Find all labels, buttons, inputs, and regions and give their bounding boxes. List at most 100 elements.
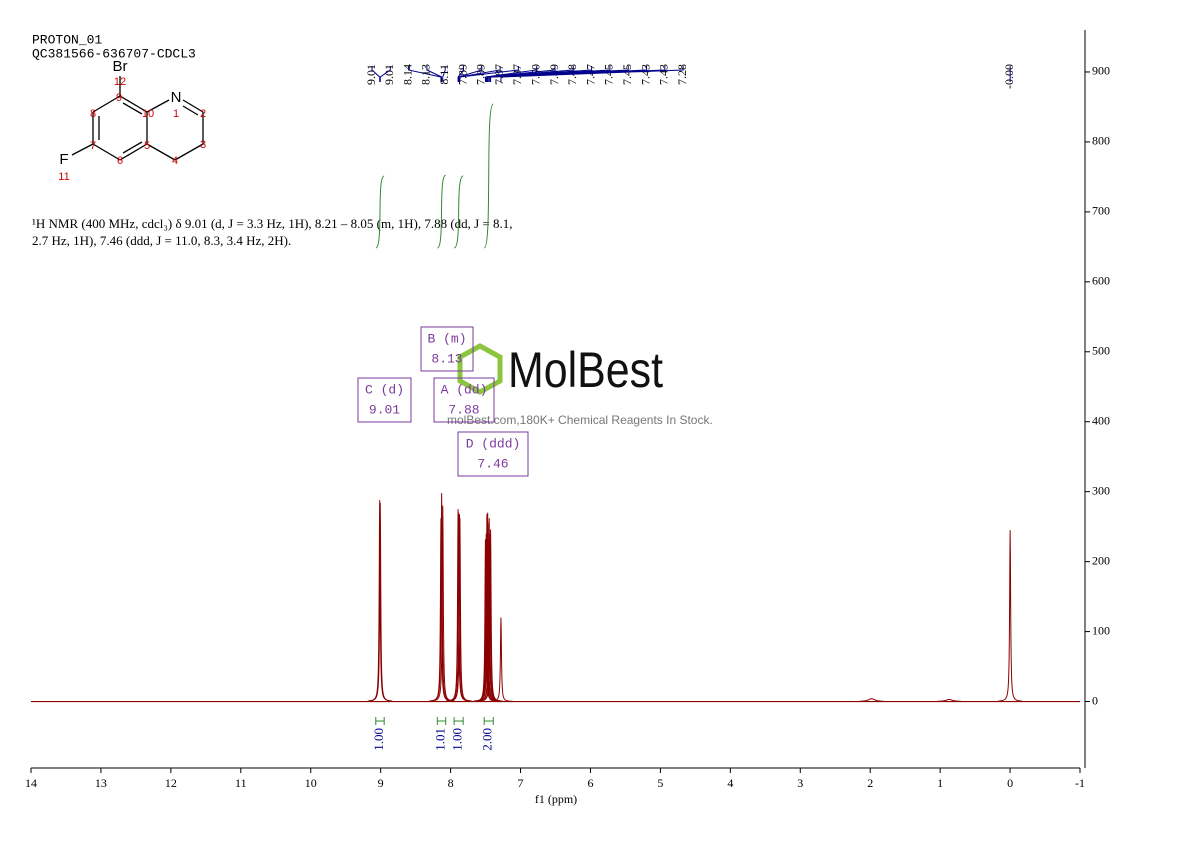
peak-connector [426,66,443,82]
y-tick-label: 300 [1092,483,1110,497]
y-tick-label: 900 [1092,64,1110,78]
y-tick-label: 600 [1092,274,1110,288]
x-tick-label: 8 [448,776,454,790]
x-tick-label: 13 [95,776,107,790]
x-tick-label: -1 [1075,776,1085,790]
description-line: 2.7 Hz, 1H), 7.46 (ddd, J = 11.0, 8.3, 3… [32,233,291,248]
multiplet-box [457,431,529,477]
header-line: QC381566-636707-CDCL3 [32,46,196,61]
integral-value: 1.00 [371,728,386,751]
y-tick-label: 700 [1092,204,1110,218]
peak-connector [379,66,391,82]
atom-number: 2 [200,108,206,120]
peak-connector [487,66,593,82]
peak-connector [485,66,556,82]
atom-label: Br [113,58,128,75]
y-tick-label: 0 [1092,693,1098,707]
peak-label: 7.87 [492,64,506,85]
peak-connector [500,66,684,82]
integral-curve [375,175,385,249]
multiplet-box [433,377,495,423]
x-tick-label: 14 [25,776,37,790]
description-line: ¹H NMR (400 MHz, cdcl₃) δ 9.01 (d, J = 3… [32,216,513,231]
peak-connector [371,66,381,82]
peak-label: 7.47 [583,64,597,85]
peak [447,518,472,702]
multiplet-box [420,326,474,372]
watermark-tagline: molBest.com,180K+ Chemical Reagents In S… [447,413,713,427]
minor-peak [859,698,884,702]
x-tick-label: 3 [797,776,803,790]
multiplet-shift: 9.01 [369,402,400,417]
multiplet-shift: 7.88 [448,402,479,417]
x-tick-label: 1 [937,776,943,790]
peak-connector [486,66,574,82]
multiplet-name: C (d) [365,382,404,397]
peak-connector [490,66,666,82]
peak-label: 7.45 [602,64,616,85]
watermark: MolBest molBest.com,180K+ Chemical Reage… [447,342,713,427]
x-axis-label: f1 (ppm) [535,792,577,806]
y-tick-label: 500 [1092,344,1110,358]
atom-number: 3 [200,139,206,151]
multiplet-shift: 8.13 [431,351,462,366]
peak-label: 8.13 [419,64,433,85]
x-tick-label: 4 [727,776,733,790]
y-tick-label: 800 [1092,134,1110,148]
x-tick-label: 12 [165,776,177,790]
watermark-brand: MolBest [508,342,663,398]
header-line: PROTON_01 [32,32,102,47]
peak-label: 9.01 [364,64,378,85]
y-tick-label: 100 [1092,623,1110,637]
peak-label: 7.43 [657,64,671,85]
multiplet-name: B (m) [427,331,466,346]
atom-label: F [59,151,68,168]
x-tick-label: 2 [867,776,873,790]
integral-curve [483,103,494,249]
y-tick-label: 400 [1092,413,1110,427]
multiplet-name: D (ddd) [466,436,521,451]
atom-number: 6 [117,155,123,167]
atom-number: 11 [58,171,69,183]
multiplet-shift: 7.46 [477,456,508,471]
structure: Br N F 12 9 1 2 10 8 3 7 5 6 4 11 [58,58,206,183]
atom-label: N [171,89,182,106]
x-tick-label: 11 [235,776,247,790]
peak-connector [458,66,483,82]
multiplet-name: A (dd) [441,382,488,397]
x-tick-label: 10 [305,776,317,790]
peak-label: 9.01 [382,64,396,85]
peak-label: -0.00 [1002,64,1016,89]
peak-label: 7.28 [675,64,689,85]
atom-number: 7 [90,140,96,152]
x-tick-label: 5 [657,776,663,790]
multiplet-box [357,377,412,423]
peak-label: 7.43 [638,64,652,85]
peak [998,530,1023,702]
peak-connector [408,66,442,82]
peak-connector [484,66,538,82]
atom-number: 5 [144,140,150,152]
y-tick-label: 200 [1092,553,1110,567]
atom-number: 1 [173,108,179,120]
atom-number: 12 [114,76,126,88]
integral-value: 1.00 [450,728,465,751]
x-tick-label: 9 [378,776,384,790]
peak [488,617,513,702]
peak-connector [459,66,519,82]
peak-label: 8.14 [400,64,414,85]
peak [478,529,503,702]
atom-number: 10 [142,108,154,120]
integral-curve [436,174,447,249]
atom-number: 8 [90,108,96,120]
minor-peak [937,698,962,702]
atom-number: 9 [116,92,122,104]
integral-value: 1.01 [432,728,447,751]
x-tick-label: 7 [518,776,524,790]
atom-number: 4 [172,155,178,167]
peak [368,502,393,702]
peak-label: 7.45 [620,64,634,85]
x-tick-label: 0 [1007,776,1013,790]
x-tick-label: 6 [587,776,593,790]
